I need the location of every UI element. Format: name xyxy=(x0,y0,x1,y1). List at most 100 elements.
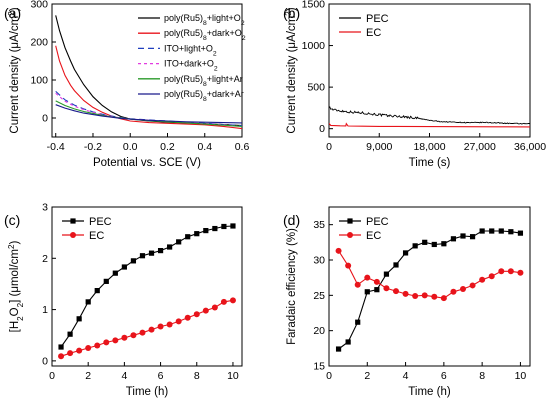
data-point xyxy=(354,281,361,288)
data-point xyxy=(374,287,380,293)
data-point xyxy=(402,290,409,297)
x-tick-label: 9,000 xyxy=(366,141,392,153)
y-tick-label: 25 xyxy=(313,290,325,302)
legend-marker xyxy=(70,232,76,238)
data-point xyxy=(176,239,182,245)
data-point xyxy=(203,227,209,234)
legend-entry: poly(Ru5)8+dark+Ar xyxy=(164,89,244,103)
x-tick-label: 2 xyxy=(85,370,91,382)
data-point xyxy=(148,326,155,333)
data-point xyxy=(130,258,137,264)
legend: PEC EC xyxy=(62,216,112,242)
data-point xyxy=(130,332,137,339)
y-axis-label: [H2O2] (μmol/cm2) xyxy=(7,241,25,333)
data-point xyxy=(185,234,191,240)
y-tick-label: 3 xyxy=(42,202,48,214)
x-axis-label: Time (h) xyxy=(126,386,169,398)
data-point xyxy=(488,273,495,280)
legend-entry: poly(Ru5)8+dark+O2 xyxy=(164,28,246,42)
data-point xyxy=(373,278,380,285)
data-point xyxy=(58,344,64,350)
data-point xyxy=(479,276,486,283)
x-tick-label: 27,000 xyxy=(464,141,496,153)
y-tick-label: 30 xyxy=(313,255,325,267)
y-tick-label: 0 xyxy=(319,123,325,135)
x-tick-label: 0.4 xyxy=(197,141,212,153)
data-point xyxy=(220,298,227,305)
data-point xyxy=(157,247,164,254)
legend-marker xyxy=(347,218,353,224)
data-point xyxy=(103,278,109,284)
data-point xyxy=(184,314,191,321)
x-tick-label: 10 xyxy=(227,370,239,382)
legend-marker xyxy=(347,232,353,238)
data-point xyxy=(479,228,485,234)
series-line-0 xyxy=(329,106,530,125)
data-point xyxy=(157,323,164,330)
data-point xyxy=(364,274,371,281)
data-point xyxy=(230,223,236,229)
series-group xyxy=(329,106,530,128)
data-point xyxy=(364,289,370,295)
data-point xyxy=(412,243,418,249)
data-point xyxy=(85,299,91,305)
data-point xyxy=(58,353,65,360)
x-tick-label: 0.2 xyxy=(160,141,175,153)
x-tick-label: 0.6 xyxy=(235,141,250,153)
series-line-0 xyxy=(60,225,234,348)
x-tick-label: 8 xyxy=(479,370,485,382)
y-tick-label: 500 xyxy=(307,82,325,94)
legend-entry: EC xyxy=(366,230,381,242)
legend-entry: ITO+light+O2 xyxy=(164,43,217,57)
data-point xyxy=(194,231,200,237)
legend-entry: ITO+dark+O2 xyxy=(164,59,218,73)
series-group xyxy=(58,223,236,360)
data-point xyxy=(139,329,146,336)
data-point xyxy=(431,241,437,248)
data-point xyxy=(175,318,182,325)
data-point xyxy=(335,247,342,254)
y-axis-label: Current density (μA/cm2) xyxy=(7,7,22,133)
x-tick-label: 4 xyxy=(403,370,409,382)
data-point xyxy=(166,321,173,328)
x-tick-label: 8 xyxy=(194,370,200,382)
y-axis-label: Faradaic efficiency (%) xyxy=(286,228,298,345)
x-tick-label: 0 xyxy=(326,370,332,382)
y-tick-label: 1500 xyxy=(302,0,326,11)
data-point xyxy=(212,225,218,232)
data-point xyxy=(103,339,110,346)
data-point xyxy=(460,285,466,292)
x-tick-label: 6 xyxy=(441,370,447,382)
data-point xyxy=(489,228,495,234)
legend-entry: EC xyxy=(366,27,381,39)
data-point xyxy=(211,304,218,311)
y-tick-label: 20 xyxy=(313,325,325,337)
data-point xyxy=(402,250,409,256)
data-point xyxy=(121,264,127,270)
chart-panel-b: 0 9,000 18,000 27,000 36,000 0 500 1000 1500 Time… xyxy=(283,0,546,169)
series-group xyxy=(55,15,242,130)
series-line-3 xyxy=(55,92,242,127)
legend-marker xyxy=(70,218,76,224)
y-axis-label: Current density (μA/cm2) xyxy=(284,7,299,133)
data-point xyxy=(431,293,438,300)
y-tick-label: 300 xyxy=(30,0,48,11)
data-point xyxy=(450,236,457,242)
legend-entry: poly(Ru5)8+light+Ar xyxy=(164,74,243,88)
data-point xyxy=(383,285,390,292)
data-point xyxy=(76,347,83,354)
data-point xyxy=(412,293,419,300)
x-tick-label: 0 xyxy=(326,141,332,153)
data-point xyxy=(498,228,504,234)
y-tick-label: 2 xyxy=(42,253,48,265)
series-line-1 xyxy=(55,45,242,130)
legend-entry: EC xyxy=(89,230,104,242)
data-point xyxy=(460,233,466,239)
panel-label: (d) xyxy=(283,212,300,228)
chart-panel-c: 0 2 4 6 8 10 0 1 2 3 Time (h) [H2O2] (μmol/cm2) (c) P… xyxy=(4,202,243,398)
data-point xyxy=(393,262,399,268)
x-tick-label: 0.0 xyxy=(123,141,138,153)
data-point xyxy=(469,282,476,289)
data-point xyxy=(517,230,524,236)
